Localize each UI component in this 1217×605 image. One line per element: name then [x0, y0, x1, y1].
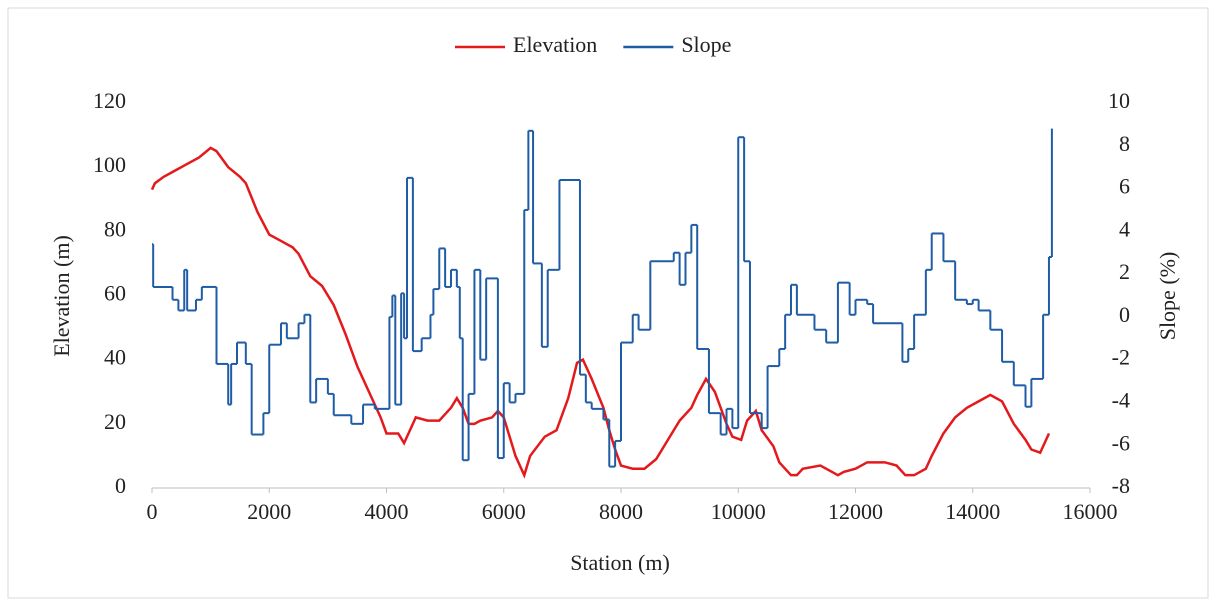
x-tick-label: 12000 [828, 499, 883, 524]
y2-tick-label: -2 [1112, 345, 1130, 370]
y2-tick-label: -8 [1112, 473, 1130, 498]
legend-label: Slope [681, 32, 731, 57]
y2-tick-label: 6 [1119, 174, 1130, 199]
chart-border [7, 7, 1209, 599]
legend-label: Elevation [513, 32, 597, 57]
y2-axis-title: Slope (%) [1155, 252, 1180, 341]
x-tick-label: 4000 [365, 499, 409, 524]
y-tick-label: 80 [104, 216, 126, 241]
x-tick-label: 8000 [599, 499, 643, 524]
x-tick-label: 10000 [711, 499, 766, 524]
y2-tick-label: 4 [1119, 216, 1130, 241]
y-tick-label: 120 [93, 88, 126, 113]
y2-tick-label: -4 [1112, 387, 1130, 412]
y2-tick-label: 10 [1108, 88, 1130, 113]
y2-tick-label: 2 [1119, 259, 1130, 284]
x-tick-label: 16000 [1063, 499, 1118, 524]
y-tick-label: 0 [115, 473, 126, 498]
x-tick-label: 0 [147, 499, 158, 524]
y-tick-label: 100 [93, 152, 126, 177]
elevation-line [150, 146, 1051, 479]
x-tick-label: 14000 [945, 499, 1000, 524]
y2-tick-label: 0 [1119, 302, 1130, 327]
x-axis-title: Station (m) [570, 550, 670, 575]
y-axis-title: Elevation (m) [49, 235, 74, 357]
y-tick-label: 40 [104, 345, 126, 370]
y2-tick-label: 8 [1119, 131, 1130, 156]
y2-tick-label: -6 [1112, 430, 1130, 455]
x-tick-label: 6000 [482, 499, 526, 524]
x-tick-label: 2000 [247, 499, 291, 524]
y-tick-label: 60 [104, 281, 126, 306]
y-tick-label: 20 [104, 409, 126, 434]
